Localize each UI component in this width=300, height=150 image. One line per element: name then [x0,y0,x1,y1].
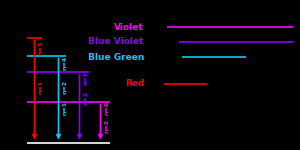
Text: n=2: n=2 [83,90,88,105]
Text: Blue Violet: Blue Violet [88,38,144,46]
Text: Red: Red [124,80,144,88]
Text: Blue Green: Blue Green [88,52,144,62]
Text: n=2: n=2 [62,80,68,94]
Text: Violet: Violet [114,22,144,32]
Text: n=6: n=6 [104,101,110,115]
Text: n=4: n=4 [62,56,68,70]
Text: n=1: n=1 [62,101,68,115]
Text: n=3: n=3 [38,41,43,55]
Text: n=2: n=2 [104,119,110,133]
Text: n=1: n=1 [38,80,43,94]
Text: n=5: n=5 [83,71,88,85]
